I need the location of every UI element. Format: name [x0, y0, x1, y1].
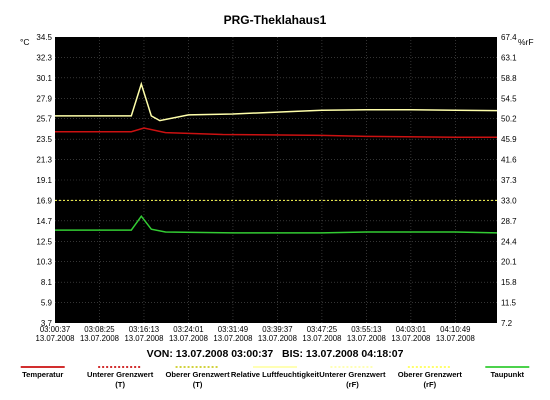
right-tick-label: 20.1	[501, 258, 517, 267]
legend-label: (rF)	[424, 380, 437, 389]
right-tick-label: 58.8	[501, 74, 517, 83]
x-tick-time: 03:55:13	[351, 325, 381, 334]
x-tick-date: 13.07.2008	[124, 334, 163, 343]
legend-label: Unterer Grenzwert	[319, 370, 386, 379]
right-axis-unit: %rF	[518, 37, 534, 47]
legend-label: Taupunkt	[490, 370, 524, 379]
right-tick-label: 50.2	[501, 115, 517, 124]
left-tick-label: 30.1	[36, 74, 52, 83]
left-tick-label: 5.9	[41, 299, 53, 308]
left-tick-label: 27.9	[36, 94, 52, 103]
x-tick-date: 13.07.2008	[213, 334, 252, 343]
x-tick-time: 03:39:37	[262, 325, 292, 334]
right-tick-label: 67.4	[501, 33, 517, 42]
left-tick-label: 3.7	[41, 319, 53, 328]
x-tick-date: 13.07.2008	[436, 334, 475, 343]
series-layer	[55, 81, 498, 234]
legend-label: Relative Luftfeuchtigkeit	[231, 370, 320, 379]
plot-area	[55, 37, 497, 323]
series-line	[55, 214, 498, 234]
legend-label: Unterer Grenzwert	[87, 370, 154, 379]
x-tick-date: 13.07.2008	[258, 334, 297, 343]
x-tick-date: 13.07.2008	[302, 334, 341, 343]
legend-label: Temperatur	[22, 370, 63, 379]
left-tick-label: 10.3	[36, 258, 52, 267]
right-tick-label: 37.3	[501, 176, 517, 185]
x-tick-date: 13.07.2008	[80, 334, 119, 343]
chart-title: PRG-Theklahaus1	[224, 13, 327, 27]
x-tick-date: 13.07.2008	[391, 334, 430, 343]
right-tick-label: 15.8	[501, 278, 517, 287]
x-tick-time: 04:03:01	[396, 325, 426, 334]
series-line	[55, 127, 497, 139]
legend: Temperatur Unterer Grenzwert(T)Oberer Gre…	[20, 366, 530, 389]
left-tick-label: 21.3	[36, 156, 52, 165]
left-tick-label: 25.7	[36, 115, 52, 124]
x-tick-time: 03:31:49	[218, 325, 248, 334]
legend-label: Oberer Grenzwert	[165, 370, 230, 379]
left-tick-label: 8.1	[41, 278, 53, 287]
legend-label: (T)	[193, 380, 203, 389]
right-tick-label: 41.6	[501, 156, 517, 165]
left-tick-label: 32.3	[36, 53, 52, 62]
right-tick-label: 24.4	[501, 237, 517, 246]
right-tick-label: 45.9	[501, 135, 517, 144]
left-tick-label: 23.5	[36, 135, 52, 144]
axis-labels: 34.5 32.3 30.1 27.9 25.7 23.5 21.3 19.1 16.9 14.7…	[35, 33, 517, 343]
x-tick-date: 13.07.2008	[169, 334, 208, 343]
right-tick-label: 7.2	[501, 319, 513, 328]
right-tick-label: 33.0	[501, 196, 517, 205]
x-tick-time: 03:47:25	[307, 325, 338, 334]
right-tick-label: 11.5	[501, 299, 517, 308]
left-tick-label: 16.9	[36, 196, 52, 205]
x-tick-time: 04:10:49	[440, 325, 470, 334]
right-tick-label: 28.7	[501, 217, 517, 226]
left-tick-label: 19.1	[36, 176, 52, 185]
legend-label: (T)	[115, 380, 125, 389]
x-tick-time: 03:08:25	[84, 325, 115, 334]
legend-label: Oberer Grenzwert	[398, 370, 463, 379]
series-line	[55, 81, 498, 122]
right-tick-label: 63.1	[501, 53, 517, 62]
legend-label: (rF)	[346, 380, 359, 389]
x-tick-time: 03:16:13	[129, 325, 159, 334]
x-tick-date: 13.07.2008	[35, 334, 74, 343]
x-tick-time: 03:24:01	[173, 325, 203, 334]
x-tick-time: 03:00:37	[40, 325, 70, 334]
range-text: VON: 13.07.2008 03:00:37 BIS: 13.07.2008…	[147, 348, 404, 360]
x-tick-date: 13.07.2008	[347, 334, 386, 343]
left-tick-label: 12.5	[36, 237, 52, 246]
right-tick-label: 54.5	[501, 94, 517, 103]
left-tick-label: 14.7	[36, 217, 52, 226]
left-axis-unit: °C	[20, 37, 30, 47]
left-tick-label: 34.5	[36, 33, 52, 42]
